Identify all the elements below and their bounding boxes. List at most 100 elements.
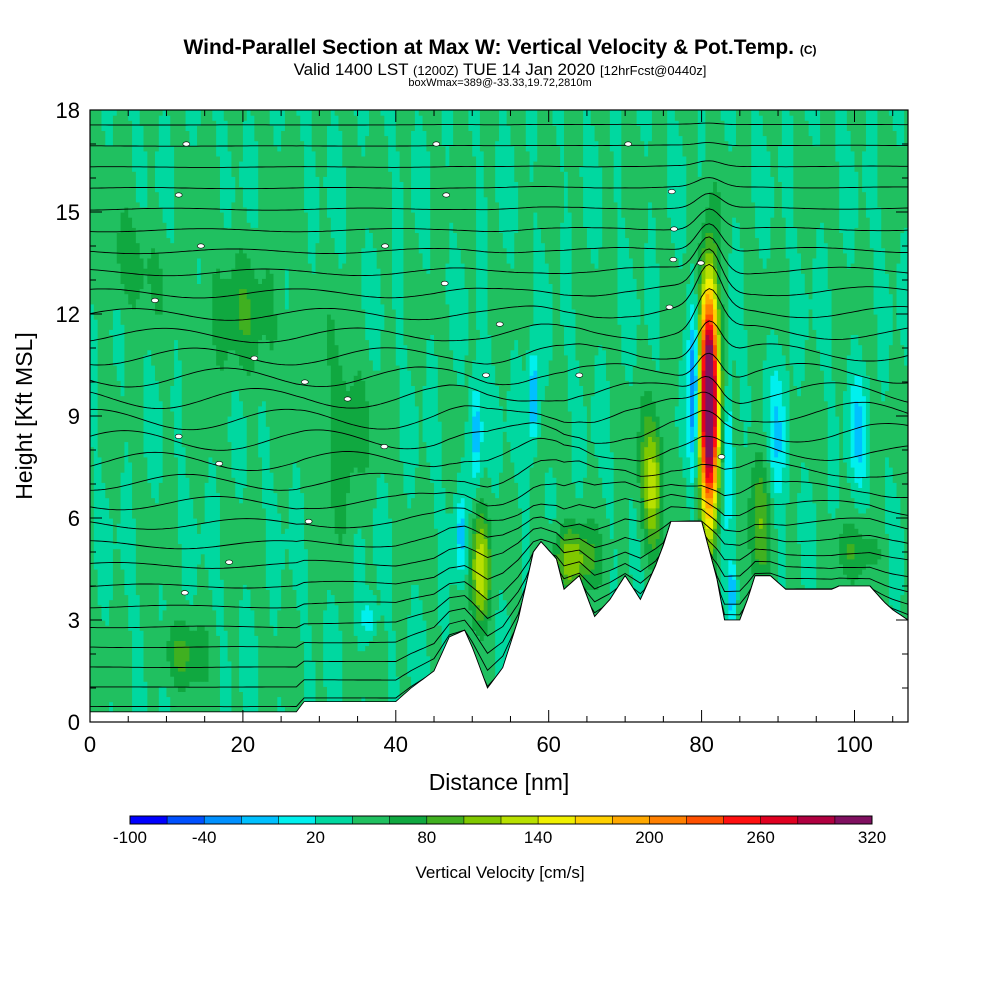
velocity-cell	[705, 314, 710, 320]
velocity-cell	[376, 604, 382, 621]
velocity-cell	[120, 324, 125, 397]
velocity-cell	[709, 538, 714, 555]
theta-contour-line	[90, 391, 908, 431]
velocity-cell	[865, 110, 871, 218]
velocity-cell	[132, 227, 137, 310]
velocity-cell	[487, 518, 492, 550]
velocity-cell	[693, 375, 699, 392]
velocity-cell	[177, 671, 183, 692]
velocity-cell	[326, 365, 332, 590]
velocity-cell	[728, 609, 733, 621]
x-axis-label: Distance [nm]	[429, 769, 570, 795]
velocity-cell	[682, 110, 687, 157]
velocity-cell	[162, 222, 168, 601]
velocity-cell	[323, 609, 328, 687]
velocity-cell	[808, 308, 814, 483]
velocity-cell	[674, 405, 680, 427]
velocity-cell	[411, 110, 416, 131]
velocity-cell	[239, 288, 244, 330]
velocity-cell	[701, 497, 707, 509]
velocity-cell	[648, 201, 653, 346]
velocity-cell	[197, 257, 202, 284]
velocity-cell	[246, 375, 252, 590]
velocity-cell	[250, 609, 255, 722]
velocity-cell	[563, 171, 569, 356]
velocity-cell	[170, 410, 175, 626]
velocity-cell	[112, 115, 118, 310]
velocity-cell	[296, 115, 301, 468]
velocity-cell	[90, 303, 95, 448]
velocity-cell	[174, 456, 179, 621]
velocity-cell	[472, 390, 477, 417]
velocity-cell	[372, 635, 378, 722]
velocity-cell	[334, 533, 340, 606]
velocity-cell	[544, 472, 550, 519]
theta-contour-label	[717, 454, 726, 460]
theta-contour-line	[90, 459, 908, 491]
velocity-cell	[422, 110, 427, 131]
velocity-cell	[628, 257, 634, 386]
velocity-cell	[254, 227, 259, 279]
velocity-cell	[491, 110, 496, 366]
velocity-cell	[533, 421, 538, 437]
velocity-cell	[514, 482, 519, 722]
velocity-cell	[376, 370, 382, 478]
velocity-cell	[479, 477, 485, 499]
velocity-cell	[846, 130, 852, 269]
velocity-cell	[162, 609, 168, 687]
velocity-cell	[682, 329, 687, 478]
velocity-cell	[197, 563, 202, 626]
velocity-cell	[816, 227, 821, 351]
velocity-cell	[430, 334, 435, 483]
velocity-cell	[112, 110, 118, 116]
velocity-cell	[162, 686, 168, 722]
velocity-cell	[808, 482, 814, 621]
velocity-cell	[735, 222, 741, 376]
velocity-cell	[124, 441, 129, 596]
velocity-cell	[411, 130, 416, 213]
velocity-cell	[391, 308, 397, 631]
velocity-cell	[185, 660, 190, 687]
velocity-cell	[709, 487, 714, 499]
velocity-cell	[170, 625, 175, 677]
velocity-cell	[109, 599, 114, 703]
velocity-cell	[709, 110, 714, 193]
velocity-cell	[483, 110, 489, 198]
velocity-cell	[758, 110, 764, 116]
velocity-cell	[728, 518, 733, 560]
velocity-cell	[705, 110, 710, 208]
velocity-cell	[307, 625, 313, 722]
velocity-cell	[128, 461, 133, 631]
theta-contour-label	[669, 257, 678, 263]
velocity-cell	[724, 385, 729, 422]
velocity-cell	[227, 416, 233, 443]
colorbar-swatch	[797, 816, 836, 824]
velocity-cell	[495, 110, 500, 142]
velocity-cell	[533, 436, 538, 458]
velocity-cell	[583, 574, 588, 590]
velocity-cell	[151, 365, 156, 499]
velocity-cell	[219, 579, 225, 722]
velocity-cell	[120, 110, 125, 213]
velocity-cell	[479, 150, 485, 422]
velocity-cell	[464, 421, 470, 575]
velocity-cell	[147, 283, 152, 351]
velocity-cell	[690, 426, 695, 453]
velocity-cell	[651, 421, 657, 443]
velocity-cell	[567, 528, 573, 545]
velocity-cell	[109, 110, 114, 147]
velocity-cell	[728, 574, 733, 611]
velocity-cell	[231, 110, 236, 177]
tick-group	[89, 109, 908, 723]
velocity-cell	[380, 329, 385, 473]
velocity-cell	[414, 584, 420, 722]
velocity-cell	[541, 110, 546, 244]
velocity-cell	[414, 467, 420, 585]
velocity-cell	[380, 614, 385, 722]
velocity-cell	[525, 110, 531, 152]
velocity-cell	[250, 268, 255, 371]
velocity-cell	[858, 487, 863, 514]
velocity-cell	[430, 110, 435, 335]
velocity-cell	[766, 110, 771, 152]
